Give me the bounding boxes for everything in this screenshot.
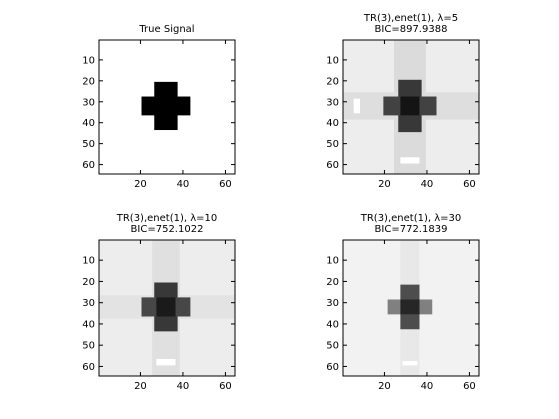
x-tick-label: 20 <box>134 179 147 190</box>
y-tick-label: 10 <box>82 55 95 66</box>
panel-title-line: BIC=752.1022 <box>131 224 204 235</box>
x-tick-label: 40 <box>421 381 434 392</box>
heatmap-bright-spot <box>400 157 420 164</box>
heatmap-bright-spot-2 <box>353 98 360 114</box>
y-tick-label: 10 <box>82 256 95 267</box>
x-tick-label: 20 <box>378 381 391 392</box>
y-tick-label: 60 <box>326 362 339 373</box>
x-tick-label: 20 <box>134 381 147 392</box>
y-tick-label: 30 <box>326 97 339 108</box>
y-tick-label: 30 <box>82 97 95 108</box>
x-tick-label: 40 <box>421 179 434 190</box>
x-tick-label: 60 <box>463 179 476 190</box>
panel-2: 20 40 60 10 20 30 40 50 60 TR(3),enet(1), λ=5BIC=… <box>326 13 480 190</box>
y-tick-label: 60 <box>326 160 339 171</box>
x-tick-label: 60 <box>219 381 232 392</box>
y-tick-label: 50 <box>82 341 95 352</box>
y-tick-label: 50 <box>82 139 95 150</box>
y-tick-label: 20 <box>326 277 339 288</box>
panel-title-line: TR(3),enet(1), λ=5 <box>363 13 458 24</box>
x-tick-label: 40 <box>177 179 190 190</box>
panel-4: 20 40 60 10 20 30 40 50 60 TR(3),enet(1), λ=30BIC… <box>326 213 480 392</box>
heatmap-horizontal-bar <box>141 96 191 116</box>
y-tick-label: 20 <box>82 76 95 87</box>
y-tick-label: 10 <box>326 256 339 267</box>
panel-title-line: TR(3),enet(1), λ=30 <box>360 213 462 224</box>
x-tick-label: 20 <box>378 179 391 190</box>
x-tick-label: 60 <box>219 179 232 190</box>
y-tick-label: 40 <box>326 118 339 129</box>
axes-frame <box>342 39 480 175</box>
heatmap-center <box>156 297 176 317</box>
panel-title-line: BIC=772.1839 <box>375 224 448 235</box>
heatmap-center <box>400 96 420 116</box>
panel-title-line: True Signal <box>138 24 194 35</box>
y-tick-label: 30 <box>326 298 339 309</box>
y-tick-label: 20 <box>326 76 339 87</box>
y-tick-label: 50 <box>326 139 339 150</box>
axes-frame <box>98 239 236 377</box>
y-tick-label: 50 <box>326 341 339 352</box>
panel-3: 20 40 60 10 20 30 40 50 60 TR(3),enet(1), λ=10BIC… <box>82 213 236 392</box>
panel-title-line: BIC=897.9388 <box>375 24 448 35</box>
y-tick-label: 40 <box>326 319 339 330</box>
y-tick-label: 40 <box>82 118 95 129</box>
y-tick-label: 40 <box>82 319 95 330</box>
panel-title-line: TR(3),enet(1), λ=10 <box>116 213 218 224</box>
heatmap-center <box>400 299 420 315</box>
y-tick-label: 60 <box>82 160 95 171</box>
x-tick-label: 60 <box>463 381 476 392</box>
heatmap-bright-spot <box>156 359 176 366</box>
panel-1: 20 40 60 10 20 30 40 50 60 True Signal <box>82 24 236 190</box>
axes-frame <box>98 39 236 175</box>
y-tick-label: 60 <box>82 362 95 373</box>
y-tick-label: 30 <box>82 298 95 309</box>
x-tick-label: 40 <box>177 381 190 392</box>
heatmap-bright-spot <box>402 361 418 366</box>
axes-frame <box>342 239 480 377</box>
y-tick-label: 10 <box>326 55 339 66</box>
y-tick-label: 20 <box>82 277 95 288</box>
